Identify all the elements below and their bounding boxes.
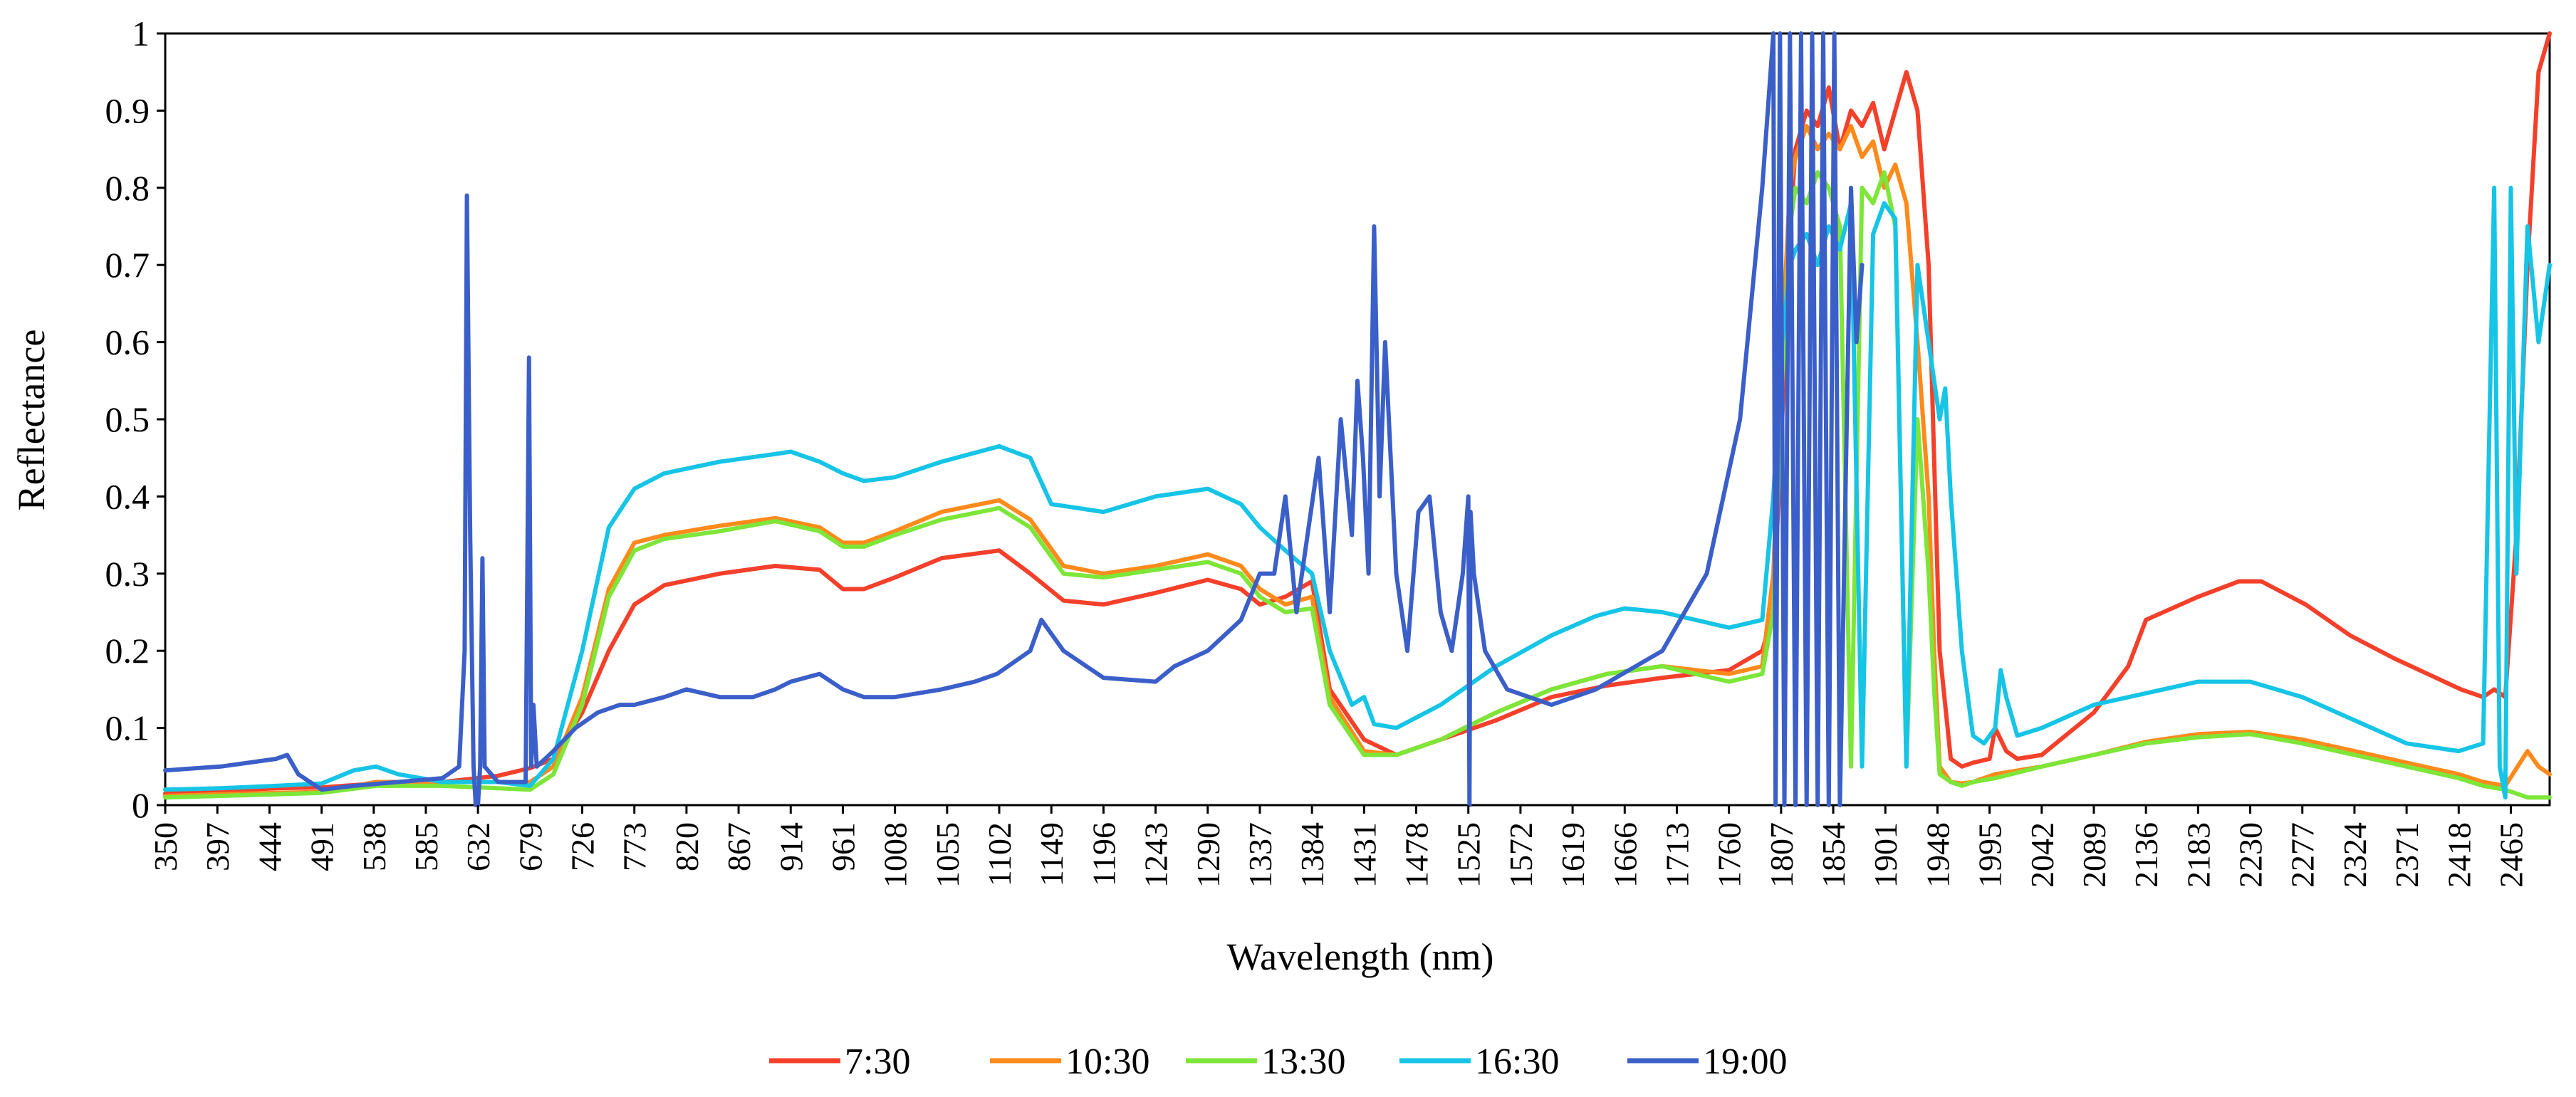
x-tick-label: 1901 <box>1867 822 1904 888</box>
y-tick-label: 0.4 <box>105 476 150 516</box>
x-tick-label: 1666 <box>1607 822 1643 888</box>
x-tick-label: 2183 <box>2180 822 2216 888</box>
x-tick-label: 1243 <box>1138 822 1174 888</box>
x-tick-label: 1290 <box>1190 822 1226 888</box>
x-tick-label: 1525 <box>1451 822 1487 888</box>
y-tick-label: 0.6 <box>105 322 150 362</box>
y-tick-label: 1 <box>132 14 150 53</box>
x-tick-label: 1854 <box>1815 822 1852 888</box>
x-tick-label: 961 <box>825 822 862 871</box>
x-tick-label: 820 <box>669 822 705 871</box>
x-tick-label: 679 <box>512 822 548 871</box>
x-axis-ticks: 350 397 444 491 538 585 632 679 726 773 820 867 914 9… <box>147 805 2530 888</box>
series-line-10-30 <box>163 124 2552 798</box>
y-tick-label: 0 <box>132 785 150 825</box>
x-tick-label: 2042 <box>2024 822 2060 888</box>
y-axis-title: Reflectance <box>10 330 53 511</box>
x-tick-label: 1478 <box>1399 822 1435 888</box>
x-tick-label: 1149 <box>1033 822 1070 886</box>
y-tick-label: 0.2 <box>105 631 150 671</box>
x-tick-label: 1948 <box>1919 822 1956 888</box>
x-tick-label: 1760 <box>1711 822 1748 888</box>
y-tick-label: 0.5 <box>105 399 150 439</box>
x-tick-label: 1713 <box>1659 822 1696 888</box>
x-tick-label: 1431 <box>1346 822 1382 888</box>
legend: 7:30 10:30 13:30 16:30 19:00 <box>769 1041 1787 1082</box>
series-lines <box>163 31 2552 807</box>
legend-label: 16:30 <box>1475 1041 1559 1082</box>
y-tick-label: 0.1 <box>105 708 150 748</box>
x-tick-label: 2136 <box>2128 822 2164 888</box>
legend-label: 19:00 <box>1703 1041 1787 1082</box>
y-tick-label: 0.7 <box>105 245 150 285</box>
x-tick-label: 1807 <box>1763 822 1800 888</box>
x-tick-label: 2277 <box>2285 822 2321 888</box>
x-tick-label: 538 <box>356 822 392 871</box>
series-line-16-30 <box>163 185 2552 800</box>
x-tick-label: 397 <box>199 822 236 871</box>
x-tick-label: 1055 <box>929 822 966 888</box>
x-tick-label: 2465 <box>2493 822 2530 888</box>
x-tick-label: 632 <box>460 822 496 871</box>
legend-label: 10:30 <box>1065 1041 1149 1082</box>
series-line-19-00 <box>163 31 1865 807</box>
series-line-13-30 <box>163 170 2552 800</box>
x-tick-label: 773 <box>617 822 653 871</box>
y-tick-label: 0.8 <box>105 168 150 208</box>
x-tick-label: 1572 <box>1503 822 1539 888</box>
x-tick-label: 2324 <box>2337 822 2373 888</box>
x-tick-label: 350 <box>147 822 184 871</box>
x-tick-label: 491 <box>304 822 340 871</box>
x-axis-title: Wavelength (nm) <box>1226 935 1493 978</box>
x-tick-label: 726 <box>565 822 601 871</box>
x-tick-label: 1384 <box>1294 822 1330 888</box>
x-tick-label: 1995 <box>1972 822 2008 888</box>
y-tick-label: 0.3 <box>105 554 150 594</box>
x-tick-label: 867 <box>721 822 757 871</box>
x-tick-label: 2089 <box>2076 822 2112 888</box>
x-tick-label: 1619 <box>1555 822 1591 888</box>
x-tick-label: 1337 <box>1242 822 1278 888</box>
y-tick-label: 0.9 <box>105 90 150 130</box>
x-tick-label: 2230 <box>2233 822 2269 888</box>
x-tick-label: 1102 <box>981 822 1018 886</box>
x-tick-label: 914 <box>773 822 809 871</box>
legend-label: 13:30 <box>1261 1041 1345 1082</box>
legend-label: 7:30 <box>845 1041 910 1082</box>
x-tick-label: 444 <box>251 822 288 871</box>
x-tick-label: 2371 <box>2389 822 2425 888</box>
x-tick-label: 2418 <box>2441 822 2477 888</box>
x-tick-label: 585 <box>408 822 444 871</box>
x-tick-label: 1008 <box>877 822 914 888</box>
y-axis-ticks: 0 0.1 0.2 0.3 0.4 0.5 0.6 0.7 0.8 0.9 1 <box>105 14 165 825</box>
x-tick-label: 1196 <box>1085 822 1122 886</box>
